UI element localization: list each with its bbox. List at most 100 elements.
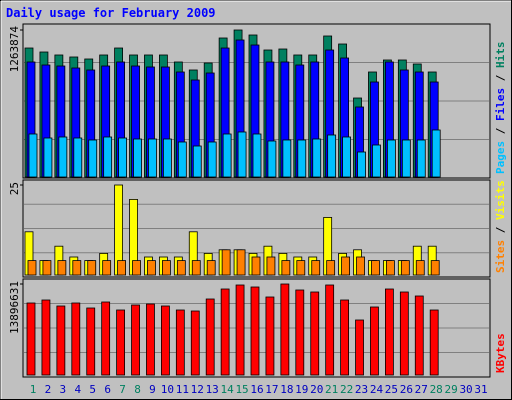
legend-entry: Files (494, 88, 507, 121)
bar (235, 284, 245, 376)
bar (43, 137, 53, 178)
bar (282, 139, 292, 178)
x-tick-label: 10 (161, 383, 174, 396)
bar (250, 286, 260, 376)
x-tick-label: 2 (45, 383, 52, 396)
x-tick-label: 13 (206, 383, 219, 396)
x-tick-label: 5 (89, 383, 96, 396)
bar (431, 129, 441, 178)
x-tick-label: 19 (295, 383, 308, 396)
bar (73, 137, 83, 178)
bar (342, 136, 352, 178)
x-tick-label: 1 (30, 383, 37, 396)
bar (384, 288, 394, 376)
x-tick-label: 11 (176, 383, 189, 396)
x-tick-label: 18 (280, 383, 293, 396)
legend: KBytes (494, 333, 507, 373)
legend: Pages / Files / Hits (494, 42, 507, 175)
x-tick-label: 30 (459, 383, 472, 396)
bar (177, 141, 187, 178)
legend-entry: Hits (494, 42, 507, 69)
x-tick-label: 23 (355, 383, 368, 396)
bar (58, 136, 68, 178)
x-tick-label: 26 (400, 383, 413, 396)
bar (176, 260, 186, 276)
bar (266, 256, 276, 276)
x-tick-label: 20 (310, 383, 323, 396)
bar (146, 303, 155, 376)
bar (131, 304, 140, 376)
bar (386, 139, 396, 178)
bar (147, 260, 156, 276)
bar (297, 139, 307, 178)
y-tick-label: 1263874 (8, 26, 21, 73)
x-tick-label: 17 (265, 383, 278, 396)
bar (160, 305, 170, 376)
bar (116, 309, 125, 376)
y-tick-label: 25 (8, 182, 21, 195)
bar (356, 256, 365, 276)
bar (220, 288, 230, 376)
x-tick-label: 4 (74, 383, 81, 396)
bar (86, 307, 96, 376)
bar (207, 141, 217, 178)
bar (27, 260, 37, 276)
legend-separator: / (494, 68, 507, 88)
bar (237, 131, 247, 178)
bar (400, 260, 410, 276)
bar (252, 133, 262, 178)
bar (415, 260, 425, 276)
bar (327, 134, 337, 178)
bar (102, 260, 112, 276)
bar (117, 260, 126, 276)
x-tick-label: 14 (221, 383, 235, 396)
legend-entry: Pages (494, 141, 507, 174)
chart-title: Daily usage for February 2009 (6, 6, 216, 20)
bar (133, 138, 142, 178)
bar (190, 310, 200, 376)
x-tick-label: 25 (385, 383, 398, 396)
bar (296, 260, 306, 276)
x-tick-label: 3 (60, 383, 67, 396)
bar (429, 309, 439, 376)
x-tick-label: 27 (415, 383, 428, 396)
bar (267, 140, 277, 178)
bar (357, 151, 366, 178)
bar (118, 137, 127, 178)
bar (370, 306, 379, 376)
bar (71, 302, 81, 376)
x-tick-label: 9 (149, 383, 156, 396)
bar (42, 260, 52, 276)
x-tick-label: 7 (119, 383, 126, 396)
x-tick-label: 31 (474, 383, 487, 396)
bar (132, 260, 141, 276)
bar (281, 260, 291, 276)
bar (221, 249, 231, 276)
bar (371, 260, 380, 276)
x-tick-label: 21 (325, 383, 338, 396)
x-tick-label: 29 (445, 383, 458, 396)
bar (191, 260, 201, 276)
bar (372, 144, 381, 178)
bar (325, 284, 335, 376)
bar (416, 139, 426, 178)
bar (175, 309, 185, 376)
bar (192, 145, 202, 178)
bar (205, 298, 215, 376)
bar (326, 260, 336, 276)
bar (28, 133, 38, 178)
bar (399, 291, 409, 376)
legend-entry: Sites (494, 240, 507, 273)
bar (414, 295, 424, 376)
x-tick-label: 24 (370, 383, 384, 396)
bar (341, 256, 351, 276)
bar (401, 139, 411, 178)
legend: Sites / Visits (494, 180, 507, 273)
x-tick-label: 22 (340, 383, 353, 396)
legend-separator: / (494, 121, 507, 141)
bar (101, 301, 111, 376)
bar (87, 260, 97, 276)
legend-entry: KBytes (494, 333, 507, 373)
bar (385, 260, 395, 276)
